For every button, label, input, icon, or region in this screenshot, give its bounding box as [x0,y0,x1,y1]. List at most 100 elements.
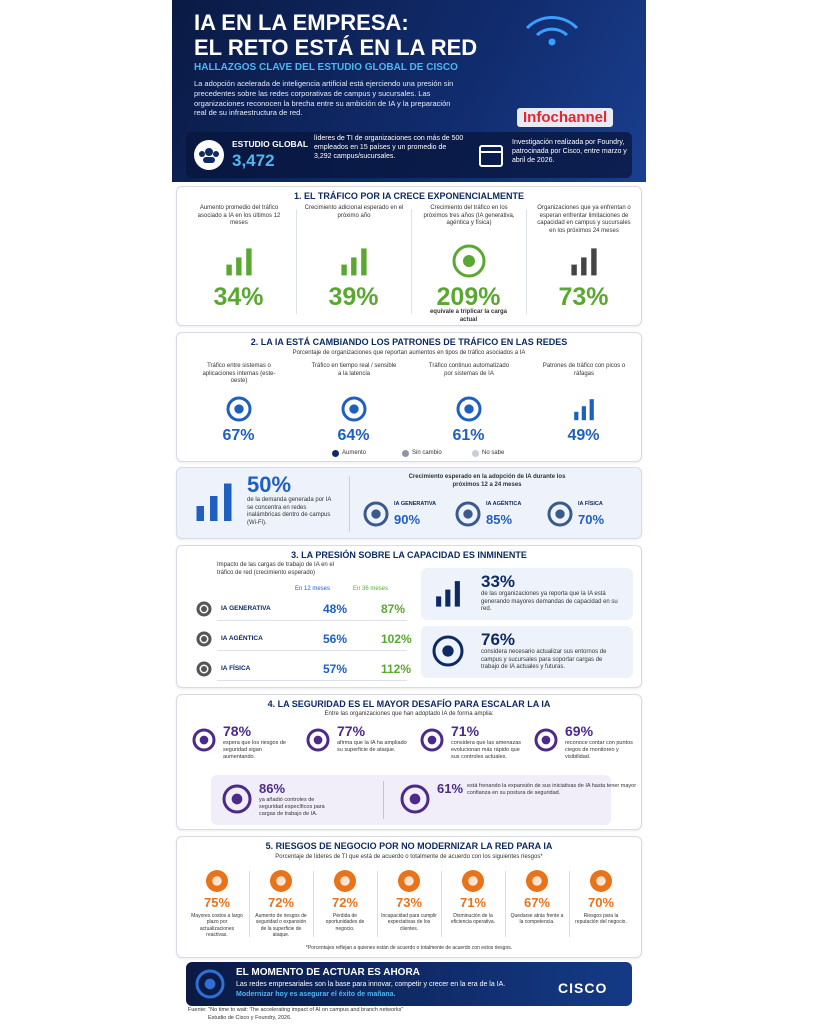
growth-value: 85% [486,512,513,527]
item-value: 61% [452,427,485,444]
item-text: espera que los riesgos de seguridad siga… [223,740,286,760]
icon [547,501,573,527]
item-text: Crecimiento del tráfico en los próximos … [423,205,515,226]
icon [452,244,486,278]
item-value: 67% [523,895,551,910]
item-text: Tráfico en tiempo real / sensible a la l… [311,363,397,377]
stat-card: 76% considera necesario actualizar sus en… [421,626,633,678]
row-label: IA AGÉNTICA [221,635,263,642]
icon [341,248,367,276]
item-value: 72% [331,895,359,910]
wifi-text: de la demanda generada por IA se concent… [247,497,332,526]
item-text: ya añadió controles de seguridad específ… [259,797,325,817]
section-title: 4. LA SEGURIDAD ES EL MAYOR DESAFÍO PARA… [267,699,551,709]
item-value: 86% [259,781,286,796]
growth-value: 90% [394,512,421,527]
section-traffic: 1. EL TRÁFICO POR IA CRECE EXPONENCIALME… [176,186,642,326]
study-label: ESTUDIO GLOBAL [232,139,309,149]
icon [226,248,252,276]
item-value: 69% [565,723,594,739]
row-line [217,650,407,651]
table-value: 57% [323,662,348,676]
icon [526,870,548,892]
stat-text: considera necesario actualizar sus entor… [481,649,607,670]
divider [526,209,527,314]
icon [455,501,481,527]
icon [196,483,232,521]
legend-label: Sin cambio [412,450,442,456]
growth-label: IA FÍSICA [578,501,603,507]
growth-title: Crecimiento esperado en la adopción de I… [408,474,566,488]
study-bar: ESTUDIO GLOBAL 3,472 líderes de TI de or… [186,132,632,178]
study-count: 3,472 [232,151,275,170]
header: IA EN LA EMPRESA: EL RETO ESTÁ EN LA RED… [172,0,646,182]
title: IA EN LA EMPRESA: [194,10,409,35]
item-value: 64% [337,427,370,444]
legend-label: Aumento [342,450,367,456]
icon [341,396,367,422]
row-label: IA FÍSICA [221,665,251,672]
icon [462,870,484,892]
icon [195,969,225,999]
item-value: 75% [203,895,231,910]
section-capacity: 3. LA PRESIÓN SOBRE LA CAPACIDAD ES INMI… [176,545,642,688]
divider [377,871,378,937]
section-subtitle: Porcentaje de organizaciones que reporta… [292,350,526,356]
growth-value: 70% [578,512,605,527]
item-value: 67% [222,427,255,444]
item-text: Crecimiento adicional esperado en el pró… [304,205,404,219]
column-header: En 12 meses [295,586,331,592]
item-text: Organizaciones que ya enfrentan o espera… [537,205,631,234]
stat-value: 33% [481,572,516,591]
icon [192,728,216,752]
stat-value: 76% [481,630,516,649]
item-value: 49% [567,427,600,444]
stat-card: 33% de las organizaciones ya reporta que … [421,568,633,620]
divider [505,871,506,937]
intro: La adopción acelerada de inteligencia ar… [194,79,454,118]
divider [411,209,412,314]
item-value: 78% [223,723,252,739]
growth-label: IA GENERATIVA [394,501,437,507]
icon [334,870,356,892]
icon [306,728,330,752]
item-value: 70% [587,895,615,910]
logo: CISCO [558,980,608,996]
section-security: 4. LA SEGURIDAD ES EL MAYOR DESAFÍO PARA… [176,694,642,830]
row-line [217,680,407,681]
footer-title: EL MOMENTO DE ACTUAR ES AHORA [236,967,420,978]
divider [313,871,314,937]
row-label: IA GENERATIVA [221,605,271,612]
section-title: 5. RIESGOS DE NEGOCIO POR NO MODERNIZAR … [265,841,553,851]
icon [226,396,252,422]
item-note: equivale a triplicar la carga actual [429,309,508,323]
people-icon [194,140,224,170]
icon [206,870,228,892]
study-description: líderes de TI de organizaciones con más … [314,135,464,160]
icon [420,728,444,752]
item-text: Aumento promedio del tráfico asociado a … [197,205,281,226]
item-text: Incapacidad para cumplir expectativas de… [381,913,437,932]
item-text: Disminución de la eficiencia operativa. [450,913,496,926]
study-research: Investigación realizada por Foundry, pat… [512,139,627,164]
icon [456,396,482,422]
divider [296,209,297,314]
icon [222,784,252,814]
legend-swatch [472,450,479,457]
section-risks: 5. RIESGOS DE NEGOCIO POR NO MODERNIZAR … [176,836,642,958]
icon [534,728,558,752]
divider [349,476,350,532]
section-wifi: 50% de la demanda generada por IA se conc… [176,467,642,539]
icon [574,399,594,421]
divider [249,871,250,937]
legend-swatch [402,450,409,457]
icon [196,631,212,647]
item-text: Aumento de riesgos de seguridad o expans… [255,913,307,938]
item-text: Tráfico entre sistemas o aplicaciones in… [202,363,276,384]
table-value: 112% [381,662,412,676]
security-panel: 86% ya añadió controles de seguridad espe… [211,775,636,825]
footnote: *Porcentajes reflejan a quienes están de… [305,945,513,951]
icon [571,248,597,276]
table-value: 56% [323,632,348,646]
item-text: Tráfico continuo automatizado por sistem… [428,363,510,377]
